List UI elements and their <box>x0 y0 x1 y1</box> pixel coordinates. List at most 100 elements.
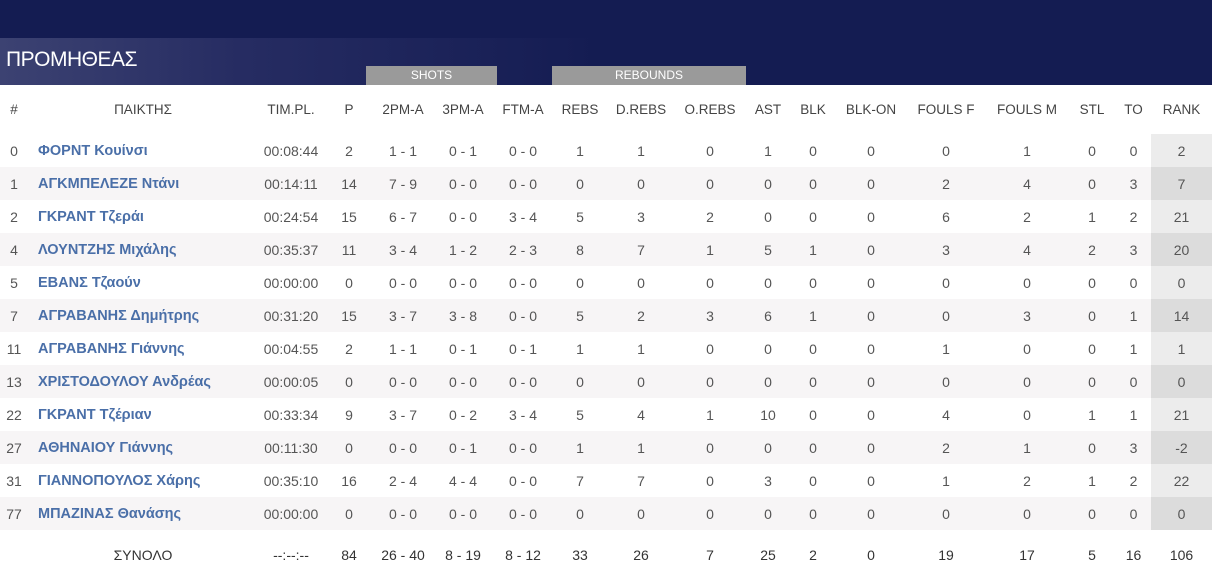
column-header-ast[interactable]: AST <box>754 102 782 117</box>
rebounds-group-label: REBOUNDS <box>552 66 746 85</box>
column-header-d-rebs[interactable]: D.REBS <box>615 102 667 117</box>
cell-to: 3 <box>1116 233 1151 266</box>
cell-3pm-a: 0 - 0 <box>448 208 477 225</box>
cell-to: 3 <box>1116 167 1151 200</box>
total-fouls-m: 17 <box>1019 546 1035 563</box>
cell-2pm-a: 0 - 0 <box>388 274 417 291</box>
cell-2pm-a: 1 - 1 <box>388 142 417 159</box>
cell-blk: 0 <box>790 167 836 200</box>
column-header-o-rebs[interactable]: O.REBS <box>684 102 736 117</box>
cell-o-rebs: 0 <box>706 472 714 489</box>
cell-ast: 6 <box>746 299 790 332</box>
cell-o-rebs: 0 <box>674 497 746 530</box>
player-name-link[interactable]: ΑΓΡΑΒΑΝΗΣ Γιάννης <box>38 340 185 357</box>
player-name-link[interactable]: ΜΠΑΖΙΝΑΣ Θανάσης <box>28 497 258 530</box>
cell-time-played: 00:35:10 <box>263 472 319 489</box>
cell-fouls-m: 1 <box>1023 142 1031 159</box>
cell-2pm-a: 0 - 0 <box>374 431 432 464</box>
total-stl: 5 <box>1088 546 1096 563</box>
cell-rank: 21 <box>1151 200 1212 233</box>
column-header-3pm-a[interactable]: 3PM-A <box>442 102 484 117</box>
total-fouls-f: 19 <box>938 546 954 563</box>
cell-points: 14 <box>324 167 374 200</box>
cell-fouls-f: 6 <box>942 208 950 225</box>
cell-2pm-a: 0 - 0 <box>374 497 432 530</box>
cell-fouls-m: 0 <box>1023 406 1031 423</box>
player-name-link[interactable]: ΑΘΗΝΑΙΟΥ Γιάννης <box>28 431 258 464</box>
cell-ast: 0 <box>746 431 790 464</box>
player-name-link[interactable]: ΓΚΡΑΝΤ Τζεράι <box>38 208 144 225</box>
cell-o-rebs: 1 <box>674 233 746 266</box>
cell-blk-on: 0 <box>867 208 875 225</box>
cell-2pm-a: 7 - 9 <box>374 167 432 200</box>
cell-rank: 22 <box>1151 464 1212 497</box>
cell-ftm-a: 3 - 4 <box>508 406 537 423</box>
cell-3pm-a: 0 - 0 <box>432 497 494 530</box>
cell-points: 9 <box>345 406 353 423</box>
cell-rank: 0 <box>1151 266 1212 299</box>
cell-blk-on: 0 <box>867 340 875 357</box>
cell-number: 13 <box>0 365 28 398</box>
cell-stl: 1 <box>1088 472 1096 489</box>
total-rank: 106 <box>1169 546 1194 563</box>
cell-o-rebs: 0 <box>674 167 746 200</box>
player-name-link[interactable]: ΑΓΚΜΠΕΛΕΖΕ Ντάνι <box>28 167 258 200</box>
player-name-link[interactable]: ΕΒΑΝΣ Τζαούν <box>38 274 141 291</box>
cell-number: 5 <box>10 274 18 291</box>
total-points: 84 <box>341 546 357 563</box>
cell-fouls-f: 2 <box>906 167 986 200</box>
player-name-link[interactable]: ΑΓΡΑΒΑΝΗΣ Δημήτρης <box>28 299 258 332</box>
cell-3pm-a: 0 - 1 <box>448 142 477 159</box>
cell-stl: 1 <box>1088 406 1096 423</box>
player-name-link[interactable]: ΓΙΑΝΝΟΠΟΥΛΟΣ Χάρης <box>38 472 201 489</box>
cell-blk-on: 0 <box>836 497 906 530</box>
column-header-2pm-a[interactable]: 2PM-A <box>382 102 424 117</box>
column-header-number[interactable]: # <box>10 102 18 117</box>
player-name-link[interactable]: ΧΡΙΣΤΟΔΟΥΛΟΥ Ανδρέας <box>28 365 258 398</box>
cell-d-rebs: 0 <box>637 274 645 291</box>
cell-time-played: 00:04:55 <box>263 340 319 357</box>
cell-d-rebs: 2 <box>608 299 674 332</box>
column-header-blk-on[interactable]: BLK-ON <box>845 102 897 117</box>
column-header-time-played[interactable]: TIM.PL. <box>267 102 315 117</box>
cell-number: 2 <box>10 208 18 225</box>
cell-o-rebs: 0 <box>706 274 714 291</box>
cell-number: 22 <box>6 406 22 423</box>
cell-rebs: 1 <box>576 142 584 159</box>
cell-number: 4 <box>0 233 28 266</box>
cell-time-played: 00:35:37 <box>258 233 324 266</box>
cell-to: 0 <box>1116 365 1151 398</box>
cell-blk-on: 0 <box>836 365 906 398</box>
column-header-stl[interactable]: STL <box>1079 102 1105 117</box>
player-name-link[interactable]: ΦΟΡΝΤ Κουίνσι <box>38 142 148 159</box>
column-header-points[interactable]: P <box>344 102 354 117</box>
cell-o-rebs: 0 <box>706 142 714 159</box>
cell-ast: 0 <box>746 167 790 200</box>
cell-number: 7 <box>0 299 28 332</box>
cell-rank: 7 <box>1151 167 1212 200</box>
total-ftm-a: 8 - 12 <box>505 546 541 563</box>
player-name-link[interactable]: ΓΚΡΑΝΤ Τζέριαν <box>38 406 152 423</box>
cell-points: 2 <box>345 142 353 159</box>
column-header-ftm-a[interactable]: FTM-A <box>502 102 544 117</box>
cell-blk-on: 0 <box>836 299 906 332</box>
cell-fouls-f: 4 <box>942 406 950 423</box>
cell-points: 15 <box>341 208 357 225</box>
column-header-rebs[interactable]: REBS <box>561 102 599 117</box>
cell-stl: 0 <box>1088 142 1096 159</box>
player-name-link[interactable]: ΛΟΥΝΤΖΗΣ Μιχάλης <box>28 233 258 266</box>
column-header-fouls-m[interactable]: FOULS M <box>996 102 1057 117</box>
cell-rebs: 5 <box>576 406 584 423</box>
column-header-to[interactable]: TO <box>1124 102 1143 117</box>
column-header-fouls-f[interactable]: FOULS F <box>917 102 975 117</box>
total-player: ΣΥΝΟΛΟ <box>113 546 173 563</box>
column-header-player[interactable]: ΠΑΙΚΤΗΣ <box>114 102 172 117</box>
cell-fouls-m: 3 <box>986 299 1068 332</box>
cell-fouls-f: 0 <box>942 274 950 291</box>
table-row: 0 ΦΟΡΝΤ Κουίνσι 00:08:44 2 1 - 1 0 - 1 0 - 0 1 1… <box>0 134 1212 167</box>
team-title-band <box>0 38 600 85</box>
column-header-rank[interactable]: RANK <box>1162 102 1201 117</box>
column-header-blk[interactable]: BLK <box>800 102 826 117</box>
